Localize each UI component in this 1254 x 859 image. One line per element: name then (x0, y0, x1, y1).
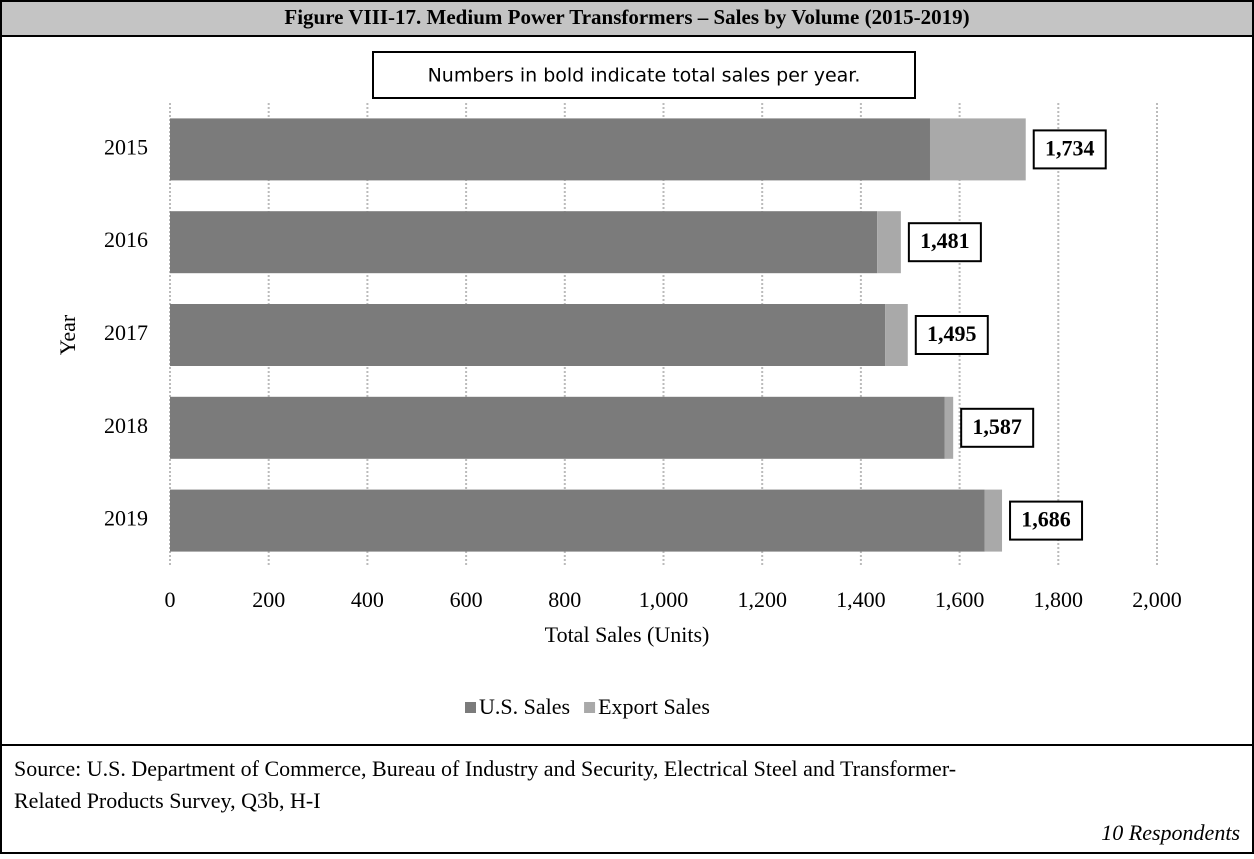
legend-swatch (584, 702, 596, 713)
total-label: 1,686 (1021, 507, 1071, 532)
y-tick-label: 2015 (104, 134, 148, 159)
total-label: 1,481 (920, 228, 970, 253)
annotation: Numbers in bold indicate total sales per… (428, 65, 861, 87)
respondents: 10 Respondents (1101, 820, 1240, 845)
bar-segment (885, 304, 908, 366)
total-label: 1,734 (1045, 135, 1095, 160)
title-bar (0, 0, 1254, 37)
bar-segment (170, 118, 930, 181)
bar-segment (984, 489, 1003, 552)
legend-label: Export Sales (598, 694, 710, 719)
x-tick-label: 1,400 (836, 587, 886, 612)
bar-segment (170, 396, 945, 459)
y-tick-label: 2016 (104, 227, 148, 252)
chart-title: Figure VIII-17. Medium Power Transformer… (284, 5, 969, 29)
total-label-box (907, 222, 982, 263)
legend-swatch (465, 702, 476, 713)
bar-segment (170, 304, 886, 366)
bar-segment (170, 211, 878, 274)
source-line: Related Products Survey, Q3b, H-I (14, 788, 321, 813)
y-tick-label: 2019 (104, 506, 148, 531)
bar-segment (944, 396, 954, 459)
x-tick-label: 0 (165, 587, 176, 612)
x-tick-label: 200 (252, 587, 285, 612)
y-tick-label: 2018 (104, 413, 148, 438)
y-axis-label: Year (55, 314, 80, 355)
total-label: 1,495 (927, 321, 977, 346)
bar-segment (929, 118, 1026, 181)
x-tick-label: 400 (351, 587, 384, 612)
x-tick-label: 600 (450, 587, 483, 612)
legend-label: U.S. Sales (479, 694, 570, 719)
x-axis-label: Total Sales (Units) (545, 622, 710, 647)
x-tick-label: 1,800 (1034, 587, 1084, 612)
x-tick-label: 1,600 (935, 587, 985, 612)
annotation-box (372, 51, 916, 99)
total-label-box (914, 315, 989, 355)
total-label: 1,587 (972, 414, 1022, 439)
total-label-box (1009, 500, 1084, 541)
bar-segment (877, 211, 901, 274)
y-tick-label: 2017 (104, 320, 148, 345)
source-line: Source: U.S. Department of Commerce, Bur… (14, 756, 956, 781)
x-tick-label: 1,200 (737, 587, 787, 612)
x-tick-label: 2,000 (1132, 587, 1182, 612)
bar-segment (170, 489, 985, 552)
x-tick-label: 800 (548, 587, 581, 612)
total-label-box (960, 407, 1035, 448)
total-label-box (1032, 129, 1107, 170)
x-tick-label: 1,000 (639, 587, 689, 612)
